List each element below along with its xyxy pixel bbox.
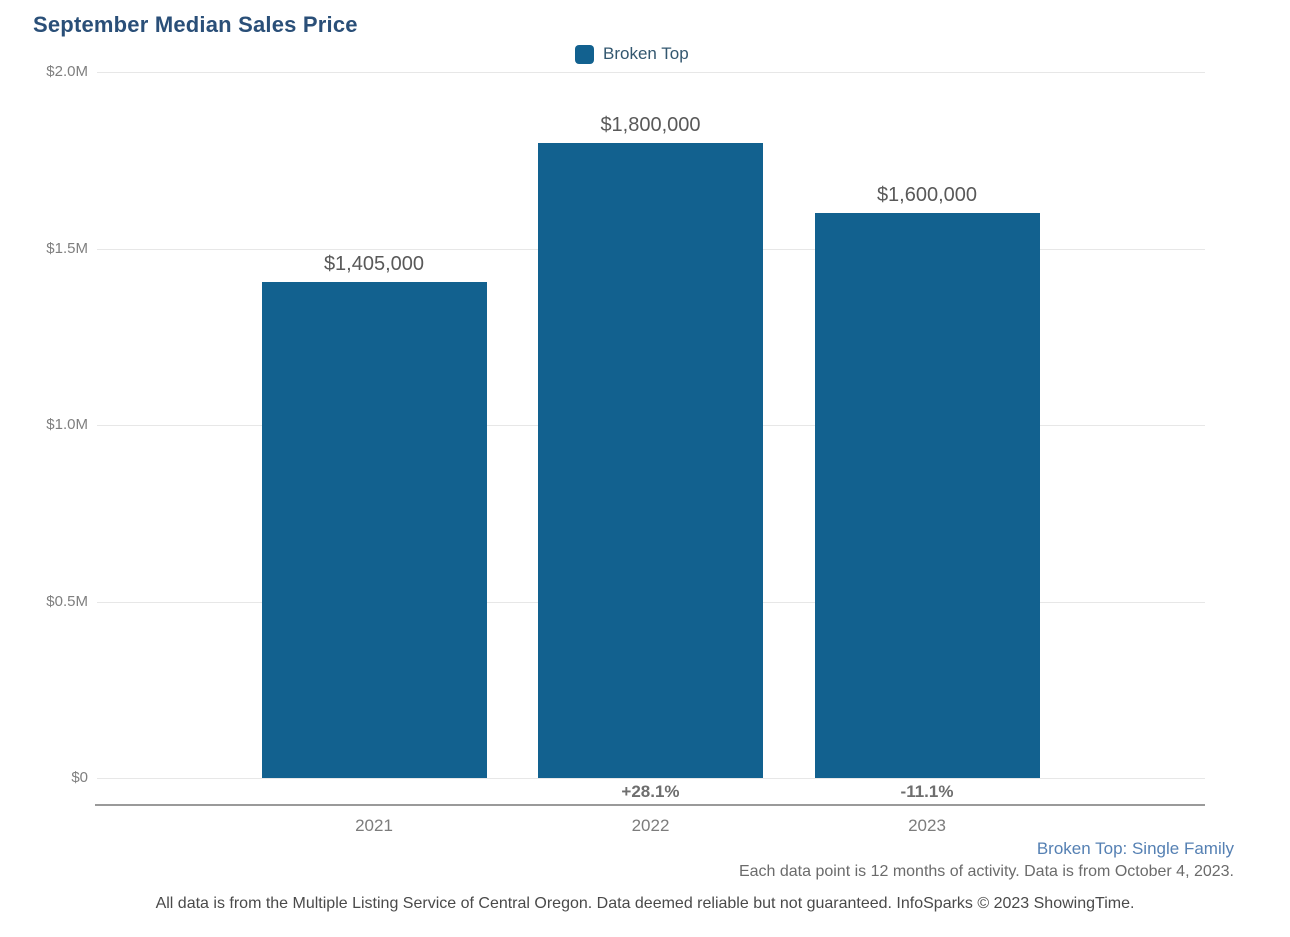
footnote-data-note: Each data point is 12 months of activity…: [738, 863, 1234, 880]
bar-value-label-2021: $1,405,000: [323, 253, 425, 276]
pct-change-label-2022: +28.1%: [621, 782, 680, 801]
x-axis-line: [95, 804, 1205, 806]
gridline-$0: [97, 778, 1205, 779]
gridline-$2.0M: [97, 72, 1205, 73]
pct-change-label-2023: -11.1%: [900, 782, 954, 801]
legend-label: Broken Top: [603, 44, 689, 63]
y-axis-tick-label: $2.0M: [46, 63, 88, 80]
x-axis-tick-label-2021: 2021: [355, 816, 393, 835]
bar-2021[interactable]: [261, 282, 487, 778]
x-axis-tick-label-2022: 2022: [631, 816, 670, 835]
bar-value-label-2022: $1,800,000: [600, 113, 701, 136]
footnote-disclaimer: All data is from the Multiple Listing Se…: [155, 895, 1135, 912]
bar-2023[interactable]: [814, 213, 1040, 778]
chart-title: September Median Sales Price: [33, 12, 358, 37]
footnote-series-detail: Broken Top: Single Family: [1036, 839, 1234, 858]
y-axis-tick-label: $1.5M: [46, 239, 88, 257]
legend-item-broken-top[interactable]: Broken Top: [575, 44, 689, 64]
y-axis-tick-label: $0.5M: [46, 592, 88, 610]
x-axis-tick-label-2023: 2023: [908, 816, 946, 835]
y-axis-tick-label: $0: [71, 769, 88, 786]
legend-swatch-icon: [575, 44, 594, 64]
y-axis-tick-label: $1.0M: [46, 416, 88, 433]
bar-value-label-2023: $1,600,000: [876, 184, 978, 207]
bar-2022[interactable]: [538, 142, 763, 778]
